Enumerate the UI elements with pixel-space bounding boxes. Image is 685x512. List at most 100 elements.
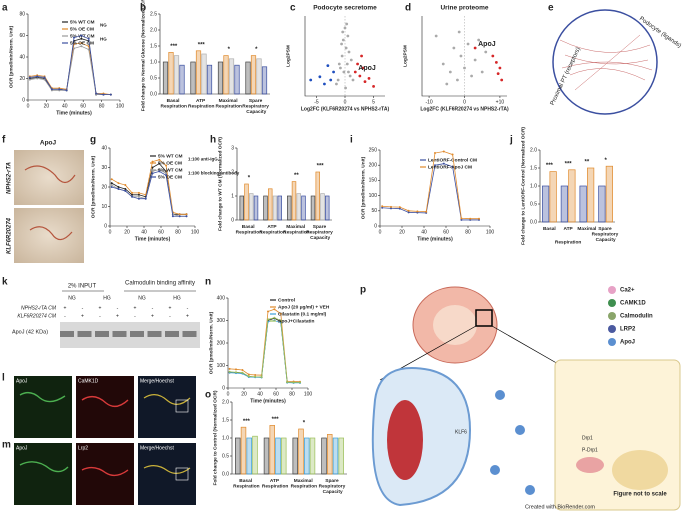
legend-label: Ca2+ (620, 288, 635, 294)
legend-swatch (608, 299, 616, 307)
x-tick-label: Maximal (577, 226, 596, 232)
point (235, 368, 237, 371)
group-label: NG (138, 295, 146, 301)
if-images (14, 376, 196, 505)
point (65, 89, 68, 92)
x-tick-label: 100 (304, 391, 313, 397)
bar (234, 64, 240, 95)
significance: *** (198, 42, 206, 48)
ihc-images: ApoJ NPHS2-rTA KLF6R20274 (7, 140, 84, 263)
point (398, 206, 401, 209)
point (390, 205, 392, 208)
point (346, 34, 350, 38)
y-tick-label: 0 (374, 223, 377, 229)
point (73, 36, 75, 39)
point (470, 74, 473, 78)
point (131, 191, 134, 194)
bar (542, 185, 550, 223)
point (36, 75, 39, 78)
point (137, 193, 140, 196)
channel-label: ApoJ (16, 378, 28, 384)
green-channel (14, 443, 72, 505)
y-tick-label: 20 (101, 184, 107, 190)
x-tick-label: 60 (158, 229, 164, 235)
point (185, 213, 188, 216)
x-axis-label: Time (minutes) (135, 236, 171, 242)
bar (168, 52, 174, 95)
point (131, 195, 134, 198)
line (382, 163, 479, 221)
x-tick-label: Spare Respiratory Capacity (306, 224, 334, 241)
point (80, 34, 83, 37)
point (425, 210, 428, 213)
x-tick-label: Basal Respiration (161, 98, 187, 110)
row-label: NPHS2-rTA (7, 162, 13, 194)
point (260, 375, 263, 378)
x-tick-label: 0 (379, 229, 382, 235)
point (348, 74, 352, 78)
y-tick-label: 2.5 (150, 11, 157, 17)
sign: - (152, 305, 154, 311)
point (151, 170, 154, 173)
legend-label: 5% WT CM (158, 167, 183, 173)
point (241, 369, 244, 371)
point (137, 191, 140, 194)
panel-label: f (2, 135, 6, 146)
point (344, 46, 348, 50)
x-tick-label: 5 (372, 99, 375, 105)
point (279, 312, 282, 315)
point (109, 93, 112, 96)
point (254, 373, 257, 376)
blot-band (95, 331, 109, 337)
legend-label: LentiORF-Control CM (428, 157, 477, 163)
links (559, 34, 653, 91)
y-tick-label: 400 (217, 295, 226, 301)
bar (261, 66, 268, 95)
point (228, 367, 231, 370)
blot-band (60, 331, 74, 337)
point (356, 62, 359, 66)
point (50, 88, 53, 91)
point (267, 310, 269, 313)
point (286, 381, 289, 384)
point (341, 38, 345, 42)
panel-label: g (90, 135, 96, 146)
point (329, 78, 333, 82)
point (58, 88, 61, 91)
apoj (525, 485, 535, 495)
point (110, 186, 113, 188)
bar (250, 55, 257, 95)
stain (19, 391, 69, 473)
y-tick-label: 1.5 (222, 417, 229, 423)
point (124, 184, 127, 187)
bar (292, 437, 298, 475)
sign: + (64, 305, 67, 311)
line (229, 317, 300, 383)
panel-label: i (350, 135, 353, 146)
group-label: NG (68, 295, 76, 301)
point (95, 92, 98, 95)
x-tick-label: 20 (124, 229, 130, 235)
point (460, 218, 463, 221)
point (87, 37, 90, 40)
point (361, 66, 365, 70)
x-tick-label: -10 (425, 99, 432, 105)
row-label: NPHS2-rTA CM (21, 305, 57, 311)
point (323, 82, 326, 86)
significance: *** (272, 417, 280, 423)
bar (240, 426, 247, 475)
bar (277, 195, 282, 221)
y-tick-label: 100 (369, 193, 378, 199)
point (381, 206, 384, 209)
point (466, 42, 470, 46)
bar (568, 169, 576, 223)
legend-label: 5% OE CM (158, 174, 182, 180)
point (473, 58, 477, 62)
y-axis-label: OCR (pmol/min/Norm. Unit) (8, 25, 14, 88)
band-label: ApoJ (42 KDa) (12, 329, 48, 335)
x-tick-label: 80 (175, 229, 181, 235)
y-axis-label: OCR (pmol/min/Norm. Unit) (360, 156, 366, 219)
blot-band (182, 331, 197, 337)
point (480, 70, 484, 74)
capillary (387, 400, 423, 480)
